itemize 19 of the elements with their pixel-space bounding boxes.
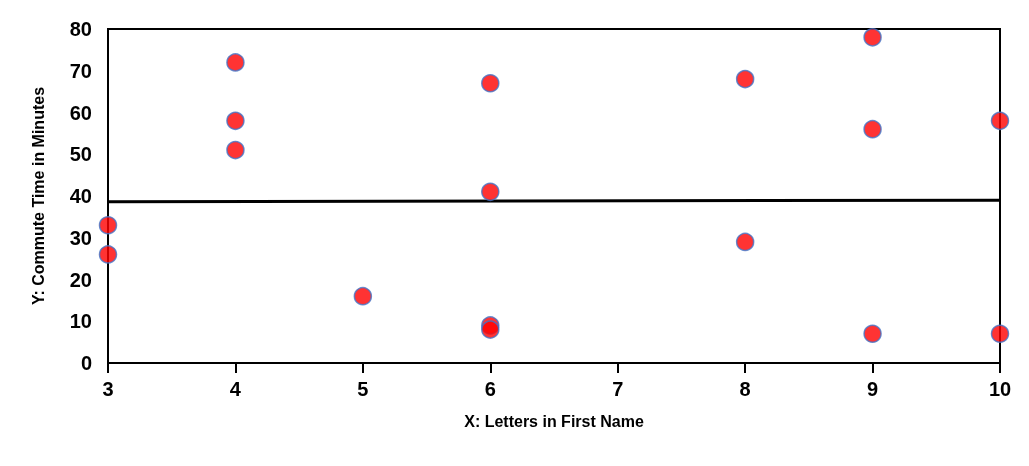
y-tick-label: 0 xyxy=(80,352,92,374)
x-tick-label: 7 xyxy=(612,378,624,400)
y-tick-label: 30 xyxy=(69,226,92,249)
y-tick-label: 50 xyxy=(69,143,92,166)
x-tick-label: 4 xyxy=(229,378,242,400)
x-axis-title: X: Letters in First Name xyxy=(464,412,644,430)
x-tick-label: 6 xyxy=(484,378,496,400)
y-tick-label: 70 xyxy=(69,59,92,82)
y-tick-label: 10 xyxy=(69,310,92,333)
y-tick-label: 80 xyxy=(69,18,92,40)
x-tick-label: 9 xyxy=(867,378,879,400)
y-tick-label: 40 xyxy=(69,185,92,207)
y-tick-label: 20 xyxy=(69,268,92,291)
x-tick-label: 10 xyxy=(988,378,1012,400)
y-tick-label: 60 xyxy=(69,101,92,124)
x-tick-label: 3 xyxy=(102,378,114,400)
y-axis-title: Y: Commute Time in Minutes xyxy=(29,86,47,306)
x-tick-label: 5 xyxy=(357,378,369,400)
x-tick-label: 8 xyxy=(739,378,751,400)
